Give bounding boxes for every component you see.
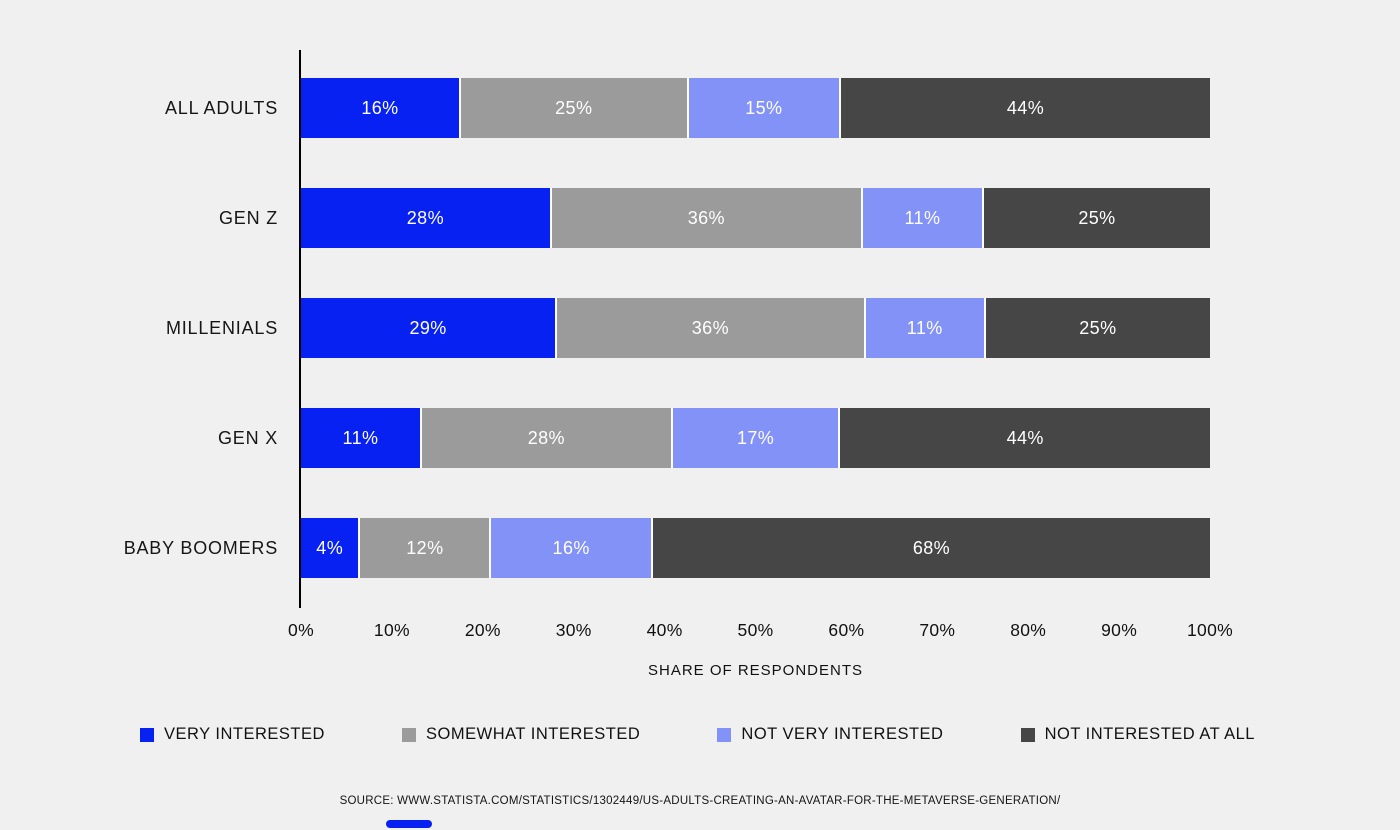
x-tick-label: 30% xyxy=(555,620,592,640)
bar-segment: 44% xyxy=(838,408,1210,468)
x-tick-label: 20% xyxy=(464,620,501,640)
chart-row: BABY BOOMERS 4% 12% 16% 68% xyxy=(0,518,1400,578)
x-tick-label: 0% xyxy=(288,620,314,640)
stacked-bar: 29% 36% 11% 25% xyxy=(301,298,1210,358)
legend: VERY INTERESTED SOMEWHAT INTERESTED NOT VE… xyxy=(140,725,1255,744)
legend-label: NOT INTERESTED AT ALL xyxy=(1044,725,1255,743)
bar-segment: 16% xyxy=(489,518,651,578)
bottom-accent-bar xyxy=(386,820,432,828)
category-label: ALL ADULTS xyxy=(164,97,278,118)
bar-segment: 28% xyxy=(419,408,671,468)
chart-row: ALL ADULTS 16% 25% 15% 44% xyxy=(0,78,1400,138)
bar-segment: 17% xyxy=(670,408,839,468)
legend-label: SOMEWHAT INTERESTED xyxy=(426,725,641,743)
legend-label: VERY INTERESTED xyxy=(164,725,325,743)
legend-swatch xyxy=(1020,727,1035,742)
x-tick-label: 40% xyxy=(646,620,683,640)
x-tick-label: 90% xyxy=(1101,620,1138,640)
legend-swatch xyxy=(717,727,732,742)
chart-row: GEN X 11% 28% 17% 44% xyxy=(0,408,1400,468)
bar-segment: 36% xyxy=(549,188,861,248)
legend-swatch xyxy=(140,727,154,742)
x-axis-title: SHARE OF RESPONDENTS xyxy=(647,662,864,679)
bar-segment: 36% xyxy=(555,298,864,358)
x-axis-ticks: 0% 10% 20% 30% 40% 50% 60% 70% 80% 90% 100% xyxy=(288,620,1233,642)
x-tick-label: 10% xyxy=(373,620,410,640)
category-label: GEN Z xyxy=(218,207,278,228)
x-tick-label: 60% xyxy=(828,620,865,640)
y-axis-line xyxy=(299,50,301,608)
bar-segment: 29% xyxy=(301,298,556,358)
x-tick-label: 70% xyxy=(919,620,956,640)
legend-item: NOT INTERESTED AT ALL xyxy=(1020,725,1255,744)
bar-segment: 44% xyxy=(838,78,1210,138)
x-tick-label: 80% xyxy=(1010,620,1047,640)
stacked-bar: 16% 25% 15% 44% xyxy=(301,78,1210,138)
bar-segment: 11% xyxy=(860,188,982,248)
category-label: BABY BOOMERS xyxy=(123,537,278,558)
legend-item: VERY INTERESTED xyxy=(140,725,325,744)
source-citation: SOURCE: WWW.STATISTA.COM/STATISTICS/1302… xyxy=(339,795,1061,807)
bar-segment: 25% xyxy=(458,78,687,138)
bar-segment: 16% xyxy=(301,78,459,138)
bar-segment: 25% xyxy=(981,188,1211,248)
legend-item: NOT VERY INTERESTED xyxy=(717,725,943,744)
bar-segment: 15% xyxy=(686,78,839,138)
chart-row: GEN Z 28% 36% 11% 25% xyxy=(0,188,1400,248)
category-label: GEN X xyxy=(217,427,278,448)
category-label: MILLENIALS xyxy=(165,317,278,338)
bar-segment: 25% xyxy=(983,298,1210,358)
x-tick-label: 50% xyxy=(737,620,774,640)
legend-label: NOT VERY INTERESTED xyxy=(741,725,944,743)
x-tick-label: 100% xyxy=(1187,620,1233,640)
stacked-bar: 11% 28% 17% 44% xyxy=(301,408,1210,468)
legend-swatch xyxy=(402,727,417,742)
bar-segment: 12% xyxy=(358,518,490,578)
bar-segment: 11% xyxy=(301,408,420,468)
bar-segment: 11% xyxy=(863,298,984,358)
bar-segment: 28% xyxy=(301,188,550,248)
bar-segment: 4% xyxy=(301,518,359,578)
chart-row: MILLENIALS 29% 36% 11% 25% xyxy=(0,298,1400,358)
bar-segment: 68% xyxy=(650,518,1210,578)
stacked-bar: 4% 12% 16% 68% xyxy=(301,518,1210,578)
legend-item: SOMEWHAT INTERESTED xyxy=(402,725,640,744)
stacked-bar: 28% 36% 11% 25% xyxy=(301,188,1211,248)
